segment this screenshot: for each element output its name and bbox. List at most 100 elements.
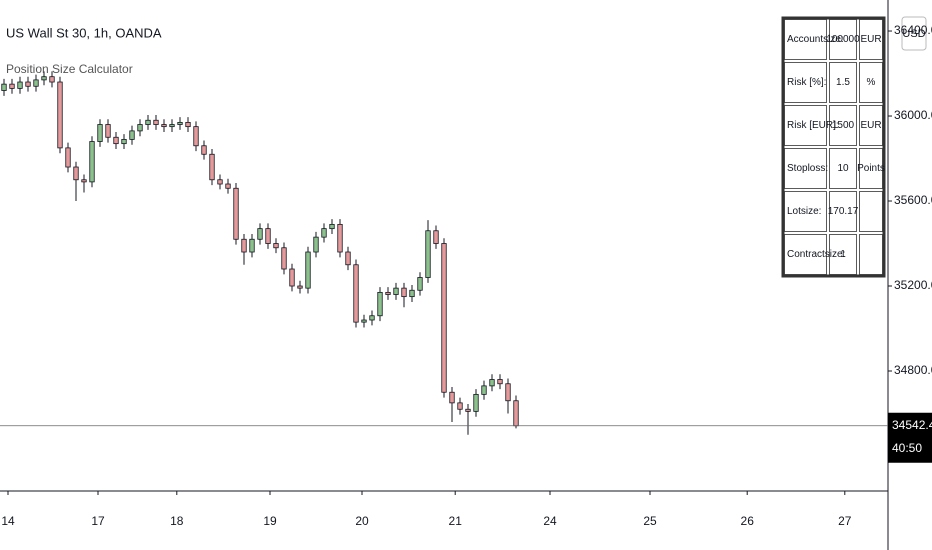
table-cell xyxy=(859,148,883,189)
candle-body xyxy=(305,251,311,289)
x-tick-label: 21 xyxy=(449,514,463,528)
candle-body xyxy=(33,79,39,87)
candle-body xyxy=(361,319,367,323)
table-cell xyxy=(859,62,883,103)
candle-body xyxy=(473,393,479,412)
table-text: 1500 xyxy=(832,120,855,131)
candle-body xyxy=(425,230,431,278)
candle-body xyxy=(169,124,175,128)
x-tick-label: 19 xyxy=(263,514,277,528)
candle-body xyxy=(417,277,423,291)
table-text: 100000 xyxy=(826,34,860,45)
currency-label[interactable]: USD xyxy=(902,28,925,40)
candle-body xyxy=(65,147,71,168)
candle-body xyxy=(9,83,15,89)
candle-body xyxy=(329,223,335,230)
candle-body xyxy=(217,179,223,185)
candle-body xyxy=(465,408,471,412)
candle-body xyxy=(257,228,263,240)
candle-body xyxy=(281,247,287,270)
candle-body xyxy=(201,145,207,155)
last-price-label: 34542.4 xyxy=(892,418,932,432)
candle-body xyxy=(17,81,23,89)
table-cell xyxy=(784,234,827,275)
table-cell xyxy=(829,62,857,103)
plot-area xyxy=(1,71,519,435)
x-tick-label: 18 xyxy=(170,514,184,528)
candle-body xyxy=(177,121,183,125)
currency-button[interactable] xyxy=(901,16,927,51)
candle-body xyxy=(401,287,407,298)
candle-body xyxy=(457,402,463,410)
table-text: Accountsize: xyxy=(787,34,844,45)
candle-body xyxy=(105,124,111,138)
candle-body xyxy=(345,251,351,266)
y-tick-label: 35200.0 xyxy=(894,278,932,292)
candle-body xyxy=(241,238,247,253)
indicator-name: Position Size Calculator xyxy=(6,62,133,76)
table-text: Contractsize: xyxy=(787,249,845,260)
candle-body xyxy=(121,138,127,145)
candle-body xyxy=(129,130,135,140)
candle-body xyxy=(137,124,143,132)
candle-body xyxy=(233,187,239,240)
candle-body xyxy=(489,379,495,387)
table-cell xyxy=(859,105,883,146)
table-cell xyxy=(829,19,857,60)
candle-body xyxy=(57,81,63,149)
candle-body xyxy=(73,166,79,181)
candle-body xyxy=(449,391,455,404)
x-tick-label: 14 xyxy=(1,514,15,528)
y-tick-label: 36400.0 xyxy=(894,23,932,37)
table-cell xyxy=(859,191,883,232)
table-text: 10 xyxy=(837,163,849,174)
table-text: EUR xyxy=(860,34,881,45)
y-tick-label: 36000.0 xyxy=(894,108,932,122)
candle-body xyxy=(481,385,487,395)
last-price-box xyxy=(888,412,932,463)
table-text: 1.5 xyxy=(836,77,850,88)
table-text: 1 xyxy=(840,249,846,260)
table-cell xyxy=(784,105,827,146)
candle-body xyxy=(81,179,87,183)
x-tick-label: 25 xyxy=(643,514,657,528)
candle-body xyxy=(289,268,295,287)
candle-body xyxy=(145,119,151,125)
candle-body xyxy=(265,228,271,244)
table-cell xyxy=(829,191,857,232)
candle-body xyxy=(113,136,119,145)
candle-body xyxy=(25,81,31,87)
candle-body xyxy=(297,285,303,289)
x-tick-label: 24 xyxy=(543,514,557,528)
table-text: Risk [EUR]: xyxy=(787,120,839,131)
candle-body xyxy=(273,243,279,249)
table-text: Lotsize: xyxy=(787,206,821,217)
countdown-label: 40:50 xyxy=(892,441,922,455)
table-text: % xyxy=(867,77,876,88)
x-tick-label: 17 xyxy=(91,514,105,528)
table-text: 170.17 xyxy=(828,206,859,217)
candle-body xyxy=(513,400,519,427)
candle-body xyxy=(41,76,47,81)
candle-body xyxy=(225,183,231,189)
table-cell xyxy=(859,234,883,275)
candle-body xyxy=(97,124,103,142)
candle-body xyxy=(193,126,199,147)
candle-body xyxy=(409,289,415,298)
table-cell xyxy=(784,148,827,189)
candle-body xyxy=(89,141,95,183)
candle-body xyxy=(505,383,511,402)
candle-body xyxy=(441,243,447,393)
candle-body xyxy=(49,76,55,83)
y-tick-label: 35600.0 xyxy=(894,193,932,207)
candle-body xyxy=(497,379,503,385)
candle-body xyxy=(321,228,327,238)
table-cell xyxy=(784,19,827,60)
table-cell xyxy=(784,191,827,232)
table-text: Points xyxy=(857,163,885,174)
candle-body xyxy=(385,291,391,295)
candle-body xyxy=(1,83,7,91)
candle-body xyxy=(353,264,359,323)
